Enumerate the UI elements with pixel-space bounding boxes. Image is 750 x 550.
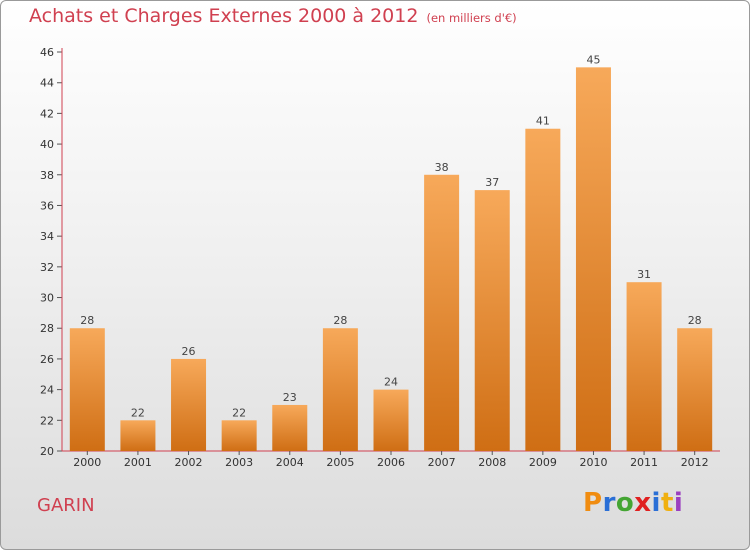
bar-value-label: 22 (232, 406, 246, 419)
bar (322, 328, 358, 451)
y-tick-label: 44 (40, 77, 54, 90)
bar-chart: 20 22 24 26 28 30 32 34 36 38 40 42 44 46 28 2000 22 2001… (40, 46, 720, 469)
commune-name: GARIN (37, 495, 95, 516)
y-tick-label: 22 (40, 414, 54, 427)
bar (373, 389, 409, 451)
x-tick-label: 2004 (276, 456, 304, 469)
x-tick-label: 2002 (175, 456, 203, 469)
bar-value-label: 41 (536, 115, 550, 128)
bar (69, 328, 105, 451)
x-tick-label: 2008 (478, 456, 506, 469)
bar (626, 282, 662, 451)
x-tick-label: 2012 (681, 456, 709, 469)
y-tick-label: 40 (40, 138, 54, 151)
bar-value-label: 45 (586, 53, 600, 66)
bar-value-label: 26 (182, 345, 196, 358)
bar (677, 328, 713, 451)
x-tick-label: 2000 (73, 456, 101, 469)
bar-value-label: 28 (333, 314, 347, 327)
bar (575, 67, 611, 451)
chart-title: Achats et Charges Externes 2000 à 2012 (e… (29, 5, 517, 27)
x-tick-label: 2003 (225, 456, 253, 469)
y-tick-label: 20 (40, 445, 54, 458)
bar-value-label: 28 (688, 314, 702, 327)
title-text: Achats et Charges Externes 2000 à 2012 (29, 5, 419, 27)
bar-value-label: 28 (80, 314, 94, 327)
bar (525, 128, 561, 451)
x-tick-label: 2011 (630, 456, 658, 469)
x-tick-label: 2006 (377, 456, 405, 469)
y-tick-label: 36 (40, 199, 54, 212)
bar-value-label: 23 (283, 391, 297, 404)
title-unit: (en milliers d'€) (426, 11, 517, 25)
x-tick-label: 2001 (124, 456, 152, 469)
bar (120, 420, 156, 451)
y-tick-label: 24 (40, 384, 54, 397)
x-tick-label: 2009 (529, 456, 557, 469)
bar (171, 358, 207, 451)
x-tick-label: 2007 (428, 456, 456, 469)
y-tick-label: 30 (40, 292, 54, 305)
y-tick-label: 46 (40, 46, 54, 59)
bar-value-label: 22 (131, 406, 145, 419)
bar-value-label: 38 (435, 161, 449, 174)
x-tick-label: 2005 (326, 456, 354, 469)
bar (272, 404, 308, 451)
bar-value-label: 37 (485, 176, 499, 189)
bar-value-label: 24 (384, 376, 398, 389)
y-tick-label: 42 (40, 107, 54, 120)
bar (424, 174, 460, 451)
proxiti-logo: Proxiti (583, 488, 684, 518)
bar (474, 190, 510, 451)
y-tick-label: 34 (40, 230, 54, 243)
y-tick-label: 28 (40, 322, 54, 335)
y-tick-label: 26 (40, 353, 54, 366)
bar (221, 420, 257, 451)
x-tick-label: 2010 (579, 456, 607, 469)
bar-value-label: 31 (637, 268, 651, 281)
y-tick-label: 38 (40, 169, 54, 182)
y-tick-label: 32 (40, 261, 54, 274)
